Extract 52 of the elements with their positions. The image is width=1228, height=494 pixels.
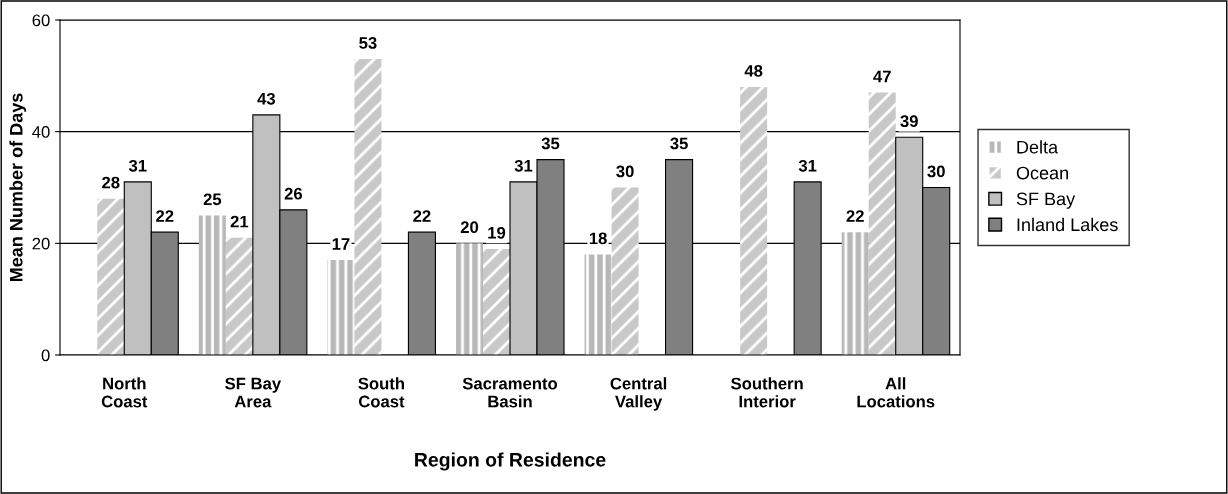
bar [483,248,510,355]
y-tick-label: 20 [32,237,50,250]
data-label: 30 [616,165,634,178]
bar [584,254,612,355]
data-label: 31 [514,159,533,172]
data-label: 18 [589,232,607,245]
data-label: 22 [413,210,431,222]
x-tick-label: All Locations [857,377,935,408]
data-label: 25 [203,193,222,206]
legend-label: SF Bay [1016,192,1076,209]
data-label: 35 [670,137,688,150]
data-label: 19 [488,226,506,239]
data-label: 17 [332,238,350,250]
data-label: 30 [927,165,945,178]
x-tick-label: Central Valley [610,377,667,411]
bar [841,232,869,355]
data-label: 26 [284,187,303,200]
data-label: 39 [900,115,918,128]
bar [354,59,382,355]
legend-label: Inland Lakes [1017,217,1118,232]
legend-label: Ocean [1016,166,1068,180]
legend-label: Delta [1017,140,1059,154]
data-label: 35 [541,137,560,150]
data-label: 43 [257,92,276,105]
data-label: 47 [873,70,891,83]
x-tick-label: Southern Interior [731,377,803,408]
data-label: 48 [744,64,763,77]
y-tick-label: 40 [32,126,50,138]
bar [97,198,125,355]
data-label: 31 [128,159,147,172]
x-tick-label: South Coast [358,377,405,408]
bar [740,87,768,355]
y-tick-label: 0 [41,349,50,362]
bar [327,260,355,355]
bar [456,243,483,355]
data-label: 22 [846,210,864,222]
y-axis-title: Mean Number of Days [9,93,27,282]
bar [225,237,253,355]
data-label: 21 [230,215,249,228]
y-tick-label: 60 [32,14,50,27]
x-tick-label: SF Bay Area [225,377,282,408]
bar [611,187,639,355]
data-label: 28 [102,176,120,189]
x-tick-label: Sacramento Basin [462,377,558,408]
bar [868,92,896,355]
data-label: 31 [798,159,817,172]
bar [198,215,226,355]
data-label: 53 [359,37,377,49]
data-label: 20 [460,221,479,234]
data-label: 22 [156,210,174,222]
x-tick-label: North Coast [101,377,148,408]
x-axis-title: Region of Residence [415,452,606,471]
